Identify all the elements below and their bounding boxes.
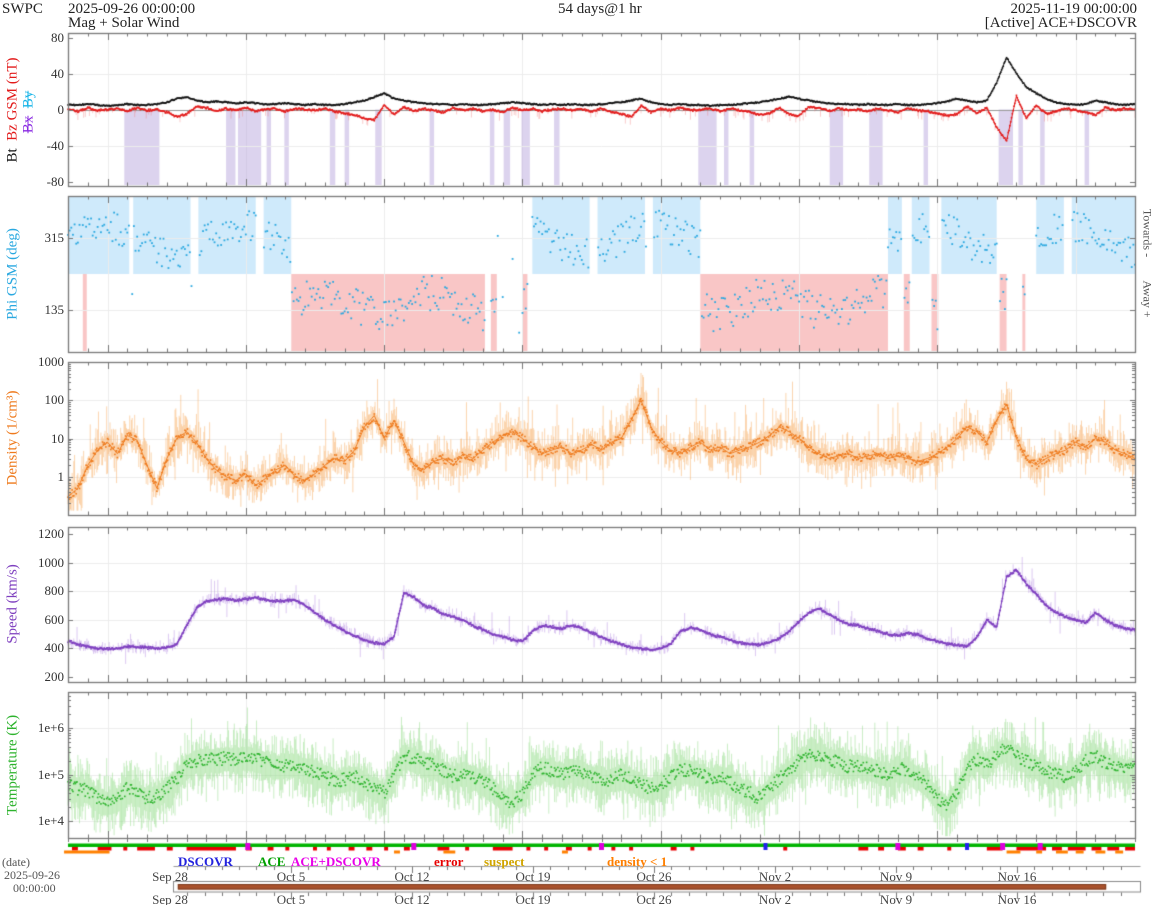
x-date-label: Oct 26 <box>636 869 672 884</box>
y-tick-label: 1e+4 <box>37 813 64 828</box>
y-tick-label: 0 <box>57 102 65 117</box>
x-date-label: Oct 12 <box>394 869 430 884</box>
x-date-label: Nov 2 <box>758 869 792 884</box>
away-sector-label: Away + <box>1140 280 1155 318</box>
end-timestamp: 2025-11-19 00:00:00 <box>1010 1 1137 17</box>
source-status: [Active] ACE+DSCOVR <box>984 15 1137 31</box>
x-date-label: Nov 9 <box>879 869 913 884</box>
legend-item: DSCOVR <box>178 854 233 869</box>
y-tick-label: 800 <box>44 583 65 598</box>
date-caption: (date) <box>2 855 30 869</box>
x-date-label: Nov 16 <box>997 869 1037 884</box>
x-date-label: Oct 12 <box>394 892 430 905</box>
cadence-label: 54 days@1 hr <box>558 1 642 17</box>
x-date-label: Oct 19 <box>515 892 551 905</box>
y-tick-label: 80 <box>51 30 64 45</box>
plot-title: Mag + Solar Wind <box>68 15 180 31</box>
x-date-label: Oct 5 <box>276 892 306 905</box>
legend-item: suspect <box>484 854 525 869</box>
legend-item: density < 1 <box>607 854 668 869</box>
x-date-label: Oct 5 <box>276 869 306 884</box>
y-tick-label: 1000 <box>38 354 64 369</box>
y-tick-label: 1200 <box>38 526 64 541</box>
footer-time: 00:00:00 <box>13 881 56 895</box>
legend-item: ACE <box>258 854 286 869</box>
speed-axis-label: Speed (km/s) <box>4 564 21 644</box>
y-tick-label: 1000 <box>38 555 64 570</box>
y-tick-label: 1 <box>57 469 65 484</box>
x-date-label: Oct 19 <box>515 869 551 884</box>
y-tick-label: 400 <box>44 640 65 655</box>
y-tick-label: 100 <box>44 392 65 407</box>
y-tick-label: -80 <box>46 174 64 189</box>
bx-label: Bx <box>20 115 37 134</box>
y-tick-label: -40 <box>46 138 64 153</box>
towards-sector-label: Towards - <box>1140 208 1155 258</box>
y-tick-label: 1e+5 <box>37 767 64 782</box>
y-tick-label: 315 <box>44 230 65 245</box>
x-date-label: Nov 9 <box>879 892 913 905</box>
legend-item: error <box>434 854 464 869</box>
x-date-label: Sep 28 <box>152 869 188 884</box>
x-date-label: Oct 26 <box>636 892 672 905</box>
x-date-label: Sep 28 <box>152 892 188 905</box>
legend-item: ACE+DSCOVR <box>291 854 381 869</box>
plot-area[interactable] <box>68 33 1135 838</box>
start-timestamp: 2025-09-26 00:00:00 <box>68 1 196 17</box>
y-tick-label: 135 <box>44 302 65 317</box>
date-range-selector[interactable] <box>173 881 1140 893</box>
y-tick-label: 1e+6 <box>37 720 64 735</box>
y-tick-label: 10 <box>51 431 64 446</box>
y-tick-label: 40 <box>51 66 64 81</box>
y-tick-label: 600 <box>44 612 65 627</box>
brand-logo: SWPC <box>2 1 43 17</box>
footer-date: 2025-09-26 <box>4 868 60 882</box>
y-tick-label: 200 <box>44 669 65 684</box>
x-date-label: Nov 16 <box>997 892 1037 905</box>
x-date-label: Nov 2 <box>758 892 792 905</box>
